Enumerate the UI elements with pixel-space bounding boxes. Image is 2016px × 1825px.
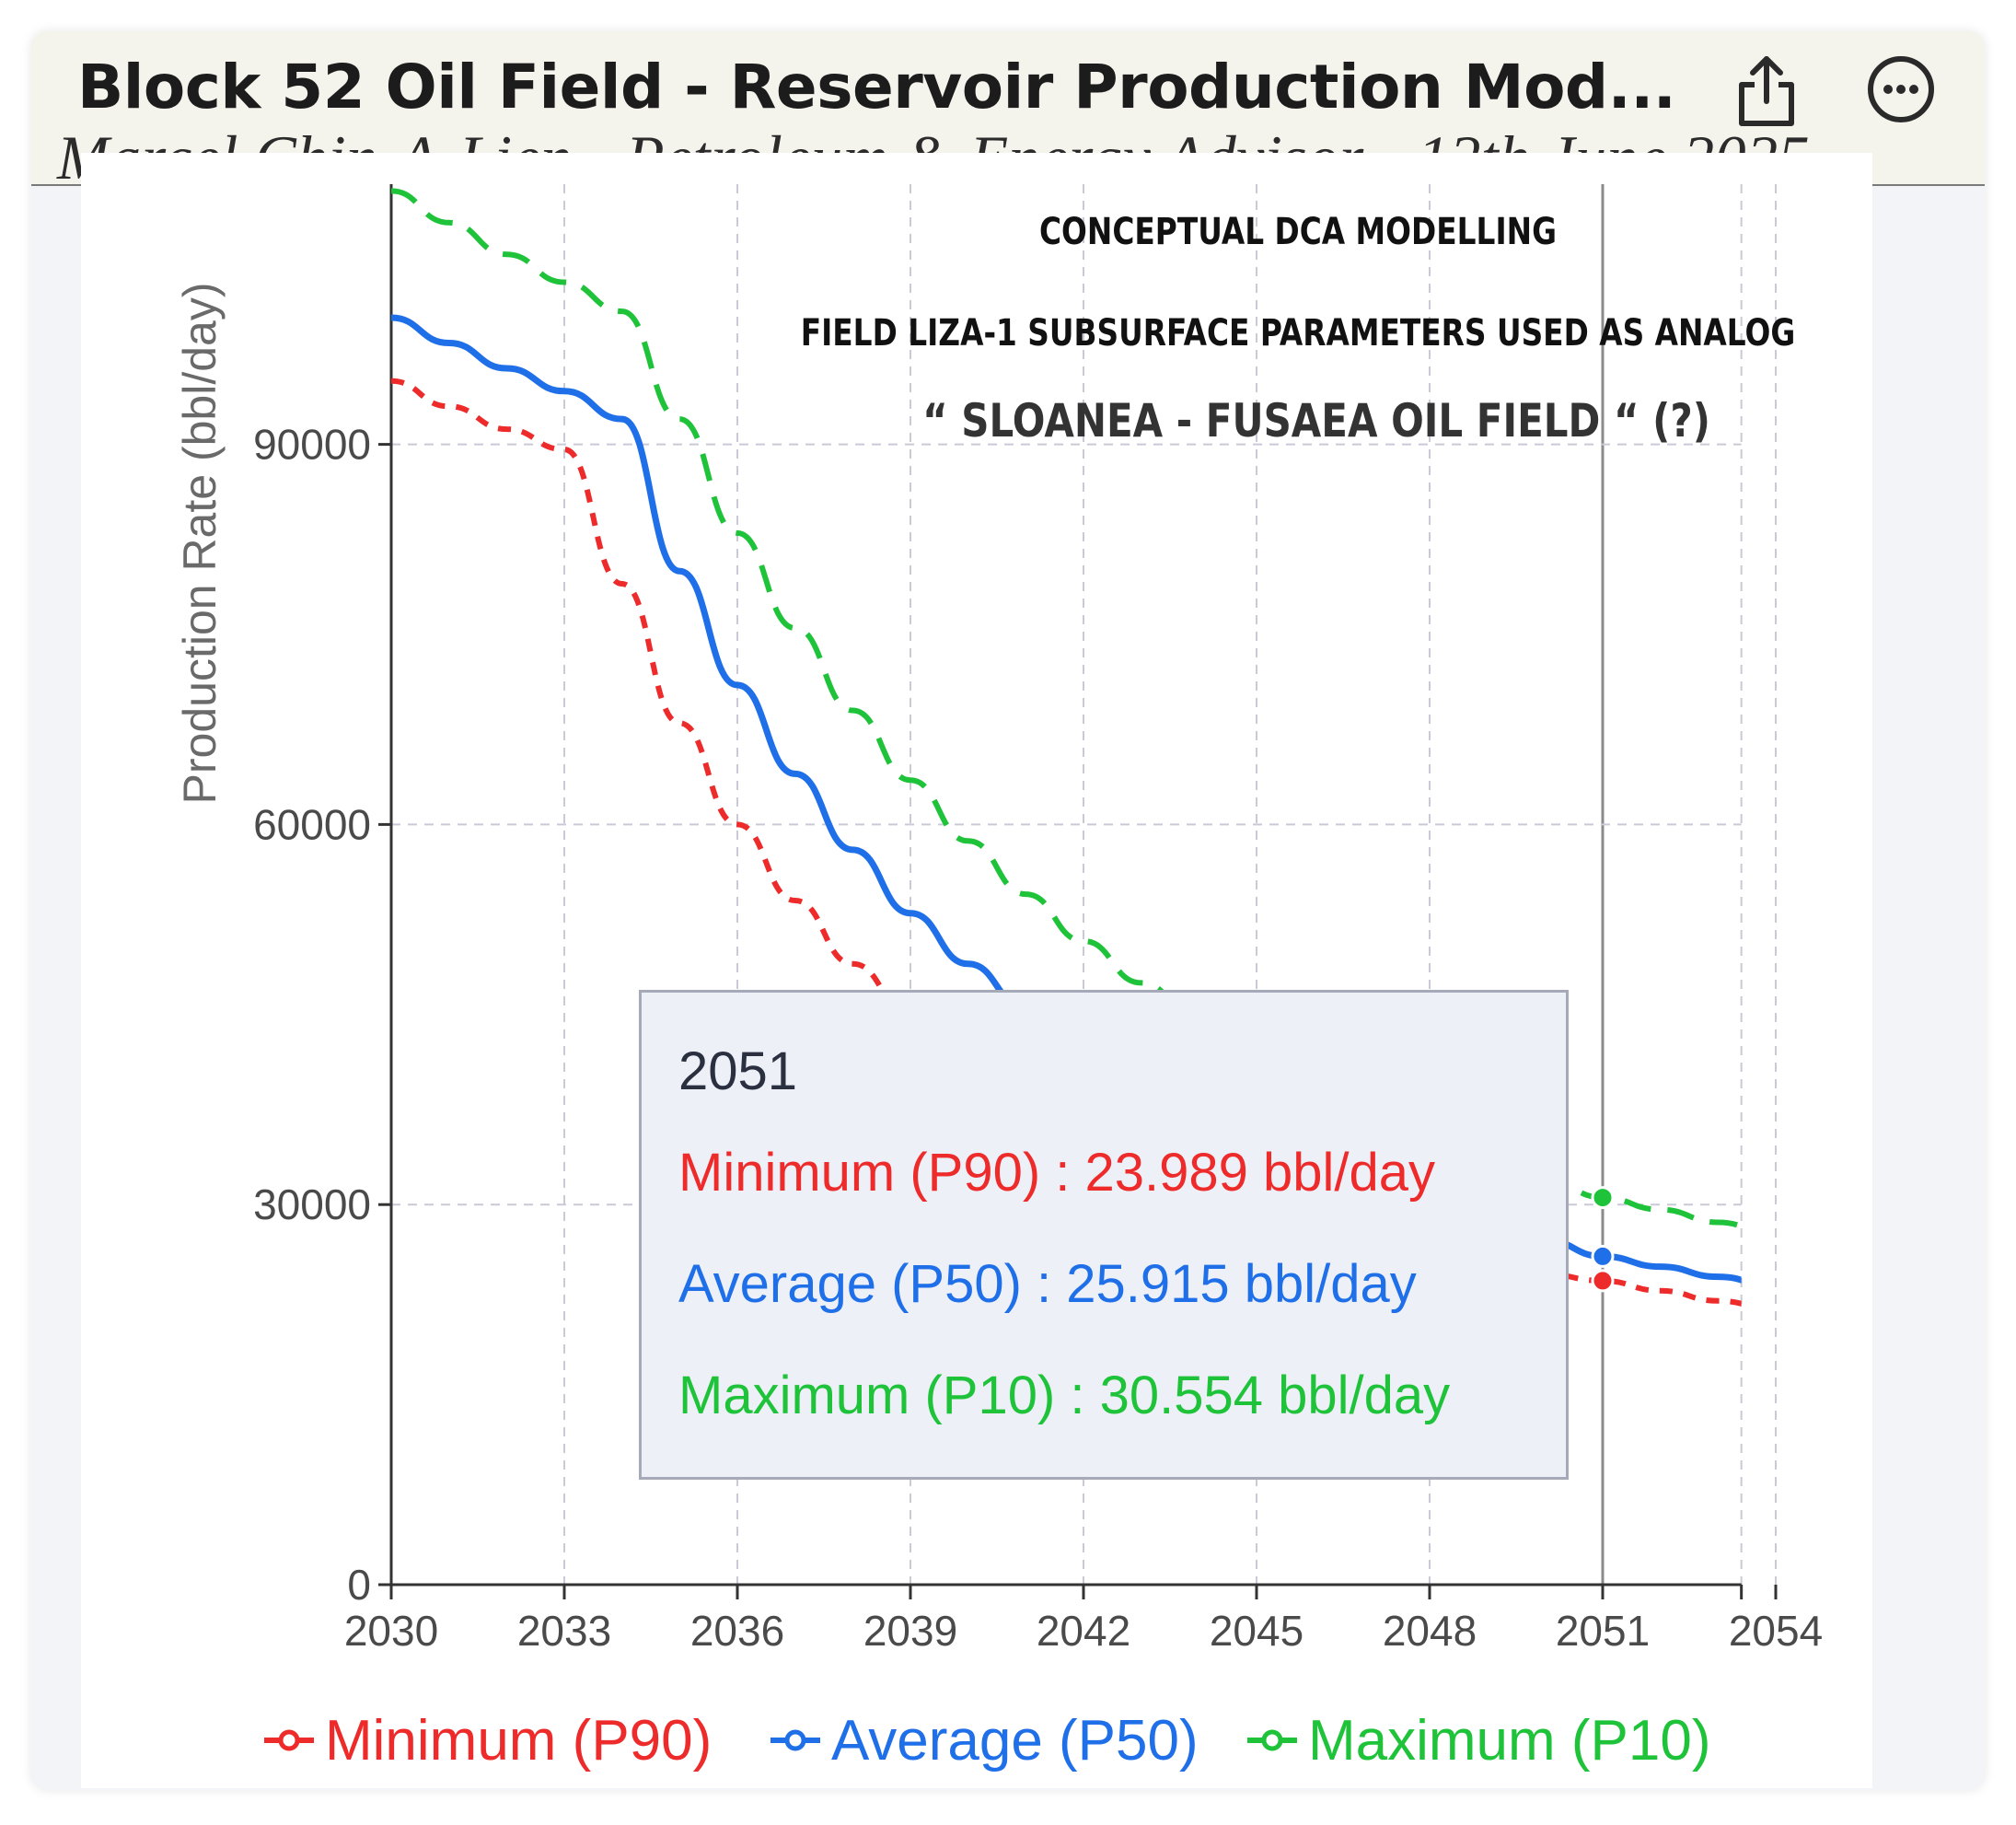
y-tick-label: 60000 bbox=[253, 800, 371, 848]
plot-area bbox=[81, 153, 1872, 1788]
legend-marker-min-icon bbox=[264, 1729, 314, 1751]
tooltip-avg: Average (P50) : 25.915 bbl/day bbox=[678, 1254, 1417, 1314]
x-tick-label: 2054 bbox=[1729, 1607, 1823, 1655]
x-tick-label: 2039 bbox=[863, 1607, 957, 1655]
more-options-icon[interactable] bbox=[1860, 48, 1942, 131]
legend-marker-avg-icon bbox=[770, 1729, 820, 1751]
highlight-point bbox=[1591, 1244, 1615, 1268]
x-tick-label: 2045 bbox=[1210, 1607, 1303, 1655]
x-tick-label: 2051 bbox=[1556, 1607, 1650, 1655]
chart-title: Block 52 Oil Field - Reservoir Productio… bbox=[77, 52, 1676, 122]
share-icon[interactable] bbox=[1725, 48, 1808, 131]
y-tick-label: 30000 bbox=[253, 1180, 371, 1228]
highlight-point bbox=[1591, 1186, 1615, 1210]
legend-label-avg: Average (P50) bbox=[831, 1708, 1199, 1773]
y-axis-label: Production Rate (bbl/day) bbox=[174, 283, 226, 805]
legend-marker-max-icon bbox=[1247, 1729, 1297, 1751]
legend-label-min: Minimum (P90) bbox=[325, 1708, 713, 1773]
tooltip-min: Minimum (P90) : 23.989 bbl/day bbox=[678, 1143, 1436, 1203]
annotation-dca: CONCEPTUAL DCA MODELLING bbox=[1039, 210, 1557, 253]
axes: 0 30000 60000 90000 2030 2033 2036 2039 2042 2045… bbox=[174, 184, 1823, 1655]
legend-item-max[interactable]: Maximum (P10) bbox=[1246, 1703, 1711, 1777]
tooltip-max: Maximum (P10) : 30.554 bbl/day bbox=[678, 1366, 1451, 1425]
x-tick-label: 2030 bbox=[344, 1607, 438, 1655]
y-tick-label: 90000 bbox=[253, 421, 371, 469]
data-tooltip: 2051 Minimum (P90) : 23.989 bbl/day Aver… bbox=[639, 990, 1569, 1480]
legend-label-max: Maximum (P10) bbox=[1308, 1708, 1711, 1773]
x-tick-label: 2042 bbox=[1037, 1607, 1130, 1655]
legend-item-min[interactable]: Minimum (P90) bbox=[262, 1703, 712, 1777]
annotations: CONCEPTUAL DCA MODELLING FIELD LIZA-1 SU… bbox=[801, 210, 1796, 448]
y-tick-label: 0 bbox=[347, 1561, 371, 1609]
x-tick-label: 2033 bbox=[517, 1607, 611, 1655]
highlight-point bbox=[1591, 1269, 1615, 1293]
x-tick-label: 2036 bbox=[690, 1607, 784, 1655]
annotation-analog: FIELD LIZA-1 SUBSURFACE PARAMETERS USED … bbox=[801, 311, 1796, 355]
x-tick-label: 2048 bbox=[1383, 1607, 1477, 1655]
annotation-field-name: “ SLOANEA - FUSAEA OIL FIELD “ (?) bbox=[922, 393, 1710, 447]
tooltip-year: 2051 bbox=[678, 1041, 798, 1101]
legend: Minimum (P90) Average (P50) Maximum (P10… bbox=[0, 1703, 2016, 1777]
legend-item-avg[interactable]: Average (P50) bbox=[769, 1703, 1199, 1777]
